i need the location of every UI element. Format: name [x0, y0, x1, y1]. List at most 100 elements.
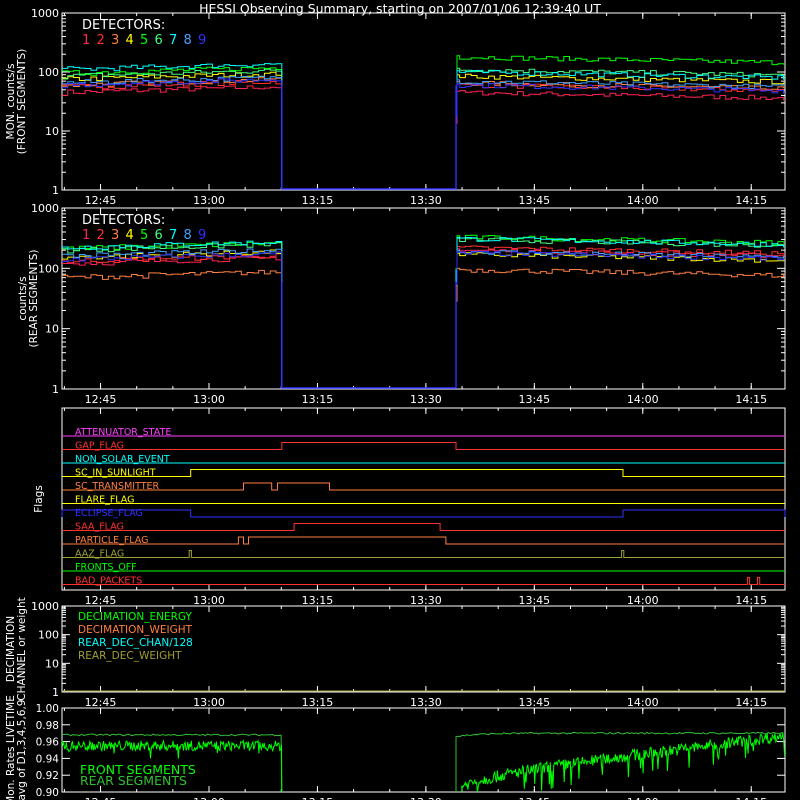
livetime-xtick-label: 12:45 [85, 796, 117, 800]
flags-xtick-label: 13:30 [410, 594, 442, 607]
decimation-legend-item: REAR_DEC_WEIGHT [78, 650, 182, 662]
decimation-ytick-label: 1000 [31, 600, 59, 613]
flags-xtick-label: 14:00 [627, 594, 659, 607]
livetime-xtick-label: 14:00 [627, 796, 659, 800]
rear-ytick-label: 10 [45, 323, 59, 336]
y-axis-label: (REAR SEGMENTS) [28, 249, 40, 347]
panel-flags: 12:45 13:00 13:15 13:30 13:45 14:00 14:15 Flags… [33, 407, 786, 607]
flags-xtick-label: 13:15 [302, 594, 334, 607]
rear-series-9 [62, 251, 785, 389]
front-xtick-label: 13:15 [302, 194, 334, 207]
flag-label: BAD_PACKETS [75, 576, 142, 587]
decimation-frame [61, 605, 786, 693]
livetime-rear-series [62, 731, 784, 793]
front-ytick-label: 1000 [31, 7, 59, 20]
rear-ytick-label: 1 [52, 383, 59, 396]
rear-gap-marker [281, 281, 457, 389]
livetime-ytick-label: 0.96 [36, 737, 60, 749]
front-legend-detector: 7 [169, 33, 177, 48]
rear-xtick-label: 14:00 [627, 393, 659, 406]
flags-xtick-label: 13:45 [518, 594, 550, 607]
livetime-ytick-label: 1.00 [36, 703, 59, 715]
y-axis-label: DECIMATION [5, 616, 17, 682]
livetime-ytick-label: 0.98 [36, 720, 59, 732]
front-xtick-label: 13:00 [193, 194, 225, 207]
rear-legend-detector: 1 [82, 228, 90, 243]
front-legend-detector: 1 [82, 33, 90, 48]
flag-line [62, 523, 785, 531]
flag-label: PARTICLE_FLAG [75, 535, 148, 546]
front-xtick-label: 13:30 [410, 194, 442, 207]
decimation-xtick-label: 13:45 [518, 696, 550, 709]
rear-xtick-label: 13:15 [302, 393, 334, 406]
rear-frame [61, 207, 786, 390]
front-frame [61, 12, 786, 191]
rear-series-4 [62, 249, 785, 389]
front-ytick-label: 10 [45, 125, 59, 138]
decimation-xtick-label: 14:00 [627, 696, 659, 709]
decimation-ytick-label: 10 [45, 657, 59, 670]
front-legend-detector: 6 [155, 33, 163, 48]
rear-ytick-label: 100 [38, 262, 59, 275]
flag-label: SC_TRANSMITTER [75, 481, 160, 492]
rear-series-1 [62, 248, 785, 389]
rear-series-2 [62, 245, 785, 389]
rear-legend-detector: 9 [198, 228, 206, 243]
flag-label: GAP_FLAG [75, 441, 124, 452]
rear-xtick-label: 13:30 [410, 393, 442, 406]
rear-legend-detector: 6 [155, 228, 163, 243]
front-series-7 [62, 63, 785, 190]
flag-line [62, 550, 785, 558]
livetime-legend-item: FRONT SEGMENTS [80, 762, 196, 777]
panel-livetime: 12:45 13:00 13:15 13:30 13:45 14:00 14:15 Mon. … [5, 695, 786, 800]
front-xtick-label: 13:45 [518, 194, 550, 207]
rear-legend-detector: 3 [111, 228, 119, 243]
y-axis-label: (FRONT SEGMENTS) [16, 49, 28, 154]
flags-xtick-label: 13:00 [193, 594, 225, 607]
front-legend-detector: 9 [198, 33, 206, 48]
flag-label: ATTENUATOR_STATE [75, 427, 171, 438]
front-series-4 [62, 71, 785, 190]
front-legend-detector: 5 [140, 33, 148, 48]
livetime-legend-item: REAR SEGMENTS [80, 773, 187, 788]
front-xtick-label: 14:15 [735, 194, 767, 207]
flag-line [62, 536, 785, 545]
rear-legend-detector: 2 [97, 228, 105, 243]
y-axis-label: avg of D1,3,4,5,6,9 [16, 700, 28, 800]
livetime-xtick-label: 13:00 [193, 796, 225, 800]
livetime-xtick-label: 13:45 [518, 796, 550, 800]
front-xtick-label: 12:45 [85, 194, 117, 207]
rear-series-6 [62, 237, 785, 389]
front-legend-detector: 8 [184, 33, 192, 48]
flag-label: SAA_FLAG [75, 522, 124, 533]
y-axis-label: counts/s [17, 276, 29, 320]
y-axis-label: CHANNEL or weight [16, 597, 28, 700]
rear-legend-detector: 5 [140, 228, 148, 243]
rear-xtick-label: 12:45 [85, 393, 117, 406]
flag-label: AAZ_FLAG [75, 549, 124, 560]
rear-legend-detector: 8 [184, 228, 192, 243]
livetime-ytick-label: 0.90 [36, 787, 59, 799]
front-legend-detector: 3 [111, 33, 119, 48]
livetime-ytick-label: 0.94 [36, 753, 60, 765]
front-series-8 [62, 75, 785, 190]
livetime-xtick-label: 14:15 [735, 796, 767, 800]
rear-series-5 [62, 234, 785, 389]
rear-series-8 [62, 248, 785, 389]
rear-xtick-label: 13:45 [518, 393, 550, 406]
panel-decimation: 12:45 13:00 13:15 13:30 13:45 14:00 14:15 DECIM… [5, 597, 786, 709]
front-ytick-label: 1 [52, 184, 59, 197]
front-ytick-label: 100 [38, 66, 59, 79]
livetime-front-series [61, 732, 786, 793]
flag-label: NON_SOLAR_EVENT [75, 454, 170, 465]
flag-line [62, 469, 785, 477]
decimation-xtick-label: 12:45 [85, 696, 117, 709]
front-series-9 [62, 78, 785, 190]
decimation-ytick-label: 100 [38, 629, 59, 642]
front-legend-title: DETECTORS: [82, 18, 165, 33]
panel-rear: 12:45 13:00 13:15 13:30 13:45 14:00 14:15 count… [17, 202, 786, 406]
livetime-xtick-label: 13:30 [410, 796, 442, 800]
y-axis-label: MON. counts/s [5, 64, 17, 140]
flag-label: SC_IN_SUNLIGHT [75, 468, 156, 479]
